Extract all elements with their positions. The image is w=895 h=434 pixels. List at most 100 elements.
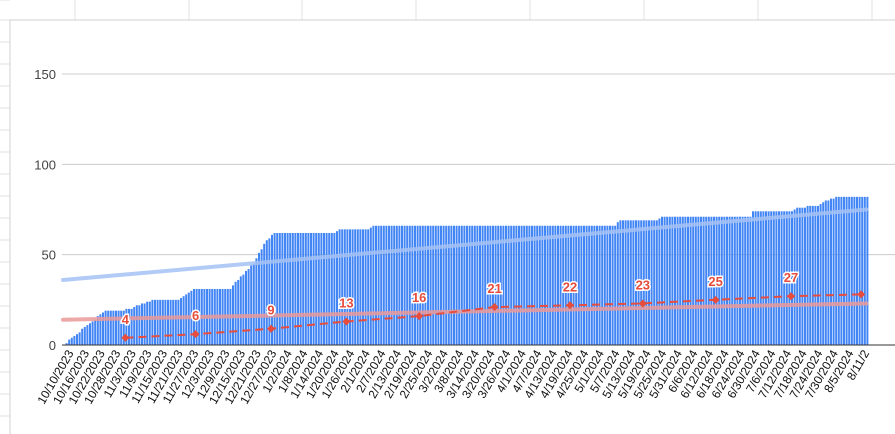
bar xyxy=(99,314,102,345)
bar xyxy=(710,216,713,345)
bar xyxy=(671,216,674,345)
bar xyxy=(364,229,367,345)
bar xyxy=(723,216,726,345)
data-label: 21 xyxy=(487,281,501,296)
bar xyxy=(835,196,838,345)
bar xyxy=(356,229,359,345)
data-label: 6 xyxy=(192,308,199,323)
bar xyxy=(414,225,416,345)
bar xyxy=(515,225,518,345)
bar xyxy=(645,220,648,345)
bar xyxy=(263,243,266,345)
line-point-marker xyxy=(711,295,720,304)
bar xyxy=(307,232,310,345)
line-point-marker xyxy=(121,333,130,342)
bar xyxy=(276,232,279,345)
bar xyxy=(694,216,697,345)
bar xyxy=(239,276,242,345)
bar xyxy=(528,225,531,345)
bar xyxy=(94,319,97,345)
bar xyxy=(419,225,422,345)
bar xyxy=(177,299,180,345)
bar xyxy=(458,225,461,345)
bar xyxy=(505,225,507,345)
bar xyxy=(466,225,468,345)
bar xyxy=(102,312,104,345)
bar xyxy=(640,220,643,345)
bar xyxy=(551,225,554,345)
bar xyxy=(832,198,835,345)
bar xyxy=(567,225,570,345)
bar xyxy=(325,232,328,345)
bar xyxy=(133,307,136,345)
bar xyxy=(819,204,822,345)
bar xyxy=(455,225,458,345)
bar xyxy=(848,196,851,345)
bar xyxy=(713,216,715,345)
data-label: 23 xyxy=(636,277,650,292)
line-point-marker xyxy=(490,303,499,312)
bar xyxy=(453,225,455,345)
bar xyxy=(718,216,721,345)
bar xyxy=(471,225,474,345)
bar xyxy=(606,225,609,345)
bar xyxy=(559,225,562,345)
bar xyxy=(541,225,544,345)
line-point-marker xyxy=(638,299,647,308)
bar xyxy=(637,220,640,345)
bar xyxy=(775,211,778,345)
bar xyxy=(354,229,357,345)
bar xyxy=(715,216,718,345)
bar xyxy=(289,232,292,345)
bar xyxy=(73,335,76,345)
bar xyxy=(403,225,406,345)
bar xyxy=(91,321,94,345)
bar xyxy=(382,225,385,345)
bar xyxy=(629,220,632,345)
bar xyxy=(135,305,138,345)
bar xyxy=(445,225,448,345)
bar xyxy=(850,196,853,345)
bar xyxy=(112,310,115,345)
bar xyxy=(390,225,393,345)
bar xyxy=(286,232,289,345)
bar xyxy=(687,216,689,345)
bar xyxy=(663,216,666,345)
bar xyxy=(759,211,762,345)
bar xyxy=(676,216,679,345)
bar xyxy=(674,216,676,345)
bar xyxy=(684,216,687,345)
bar xyxy=(666,216,669,345)
bar xyxy=(141,303,143,345)
bar xyxy=(484,225,487,345)
sheet-gridlines xyxy=(0,0,873,417)
bar xyxy=(164,299,167,345)
bar xyxy=(749,216,752,345)
bar xyxy=(421,225,424,345)
bar xyxy=(346,229,349,345)
bar xyxy=(302,232,305,345)
bar xyxy=(427,225,429,345)
bar xyxy=(593,225,596,345)
bar xyxy=(858,196,861,345)
bar xyxy=(780,211,783,345)
bar xyxy=(796,207,799,345)
bar xyxy=(793,209,796,345)
trendline xyxy=(61,207,869,282)
bar xyxy=(268,238,271,345)
bar xyxy=(785,211,788,345)
bar xyxy=(525,225,528,345)
bar xyxy=(481,225,484,345)
bar xyxy=(531,225,533,345)
line-point-marker xyxy=(191,330,200,339)
bar xyxy=(372,225,375,345)
bar xyxy=(814,205,817,345)
bar xyxy=(115,310,117,345)
bar xyxy=(778,211,780,345)
bar xyxy=(811,205,814,345)
bar xyxy=(338,229,341,345)
bar xyxy=(169,299,172,345)
bar xyxy=(486,225,489,345)
bar xyxy=(476,225,479,345)
